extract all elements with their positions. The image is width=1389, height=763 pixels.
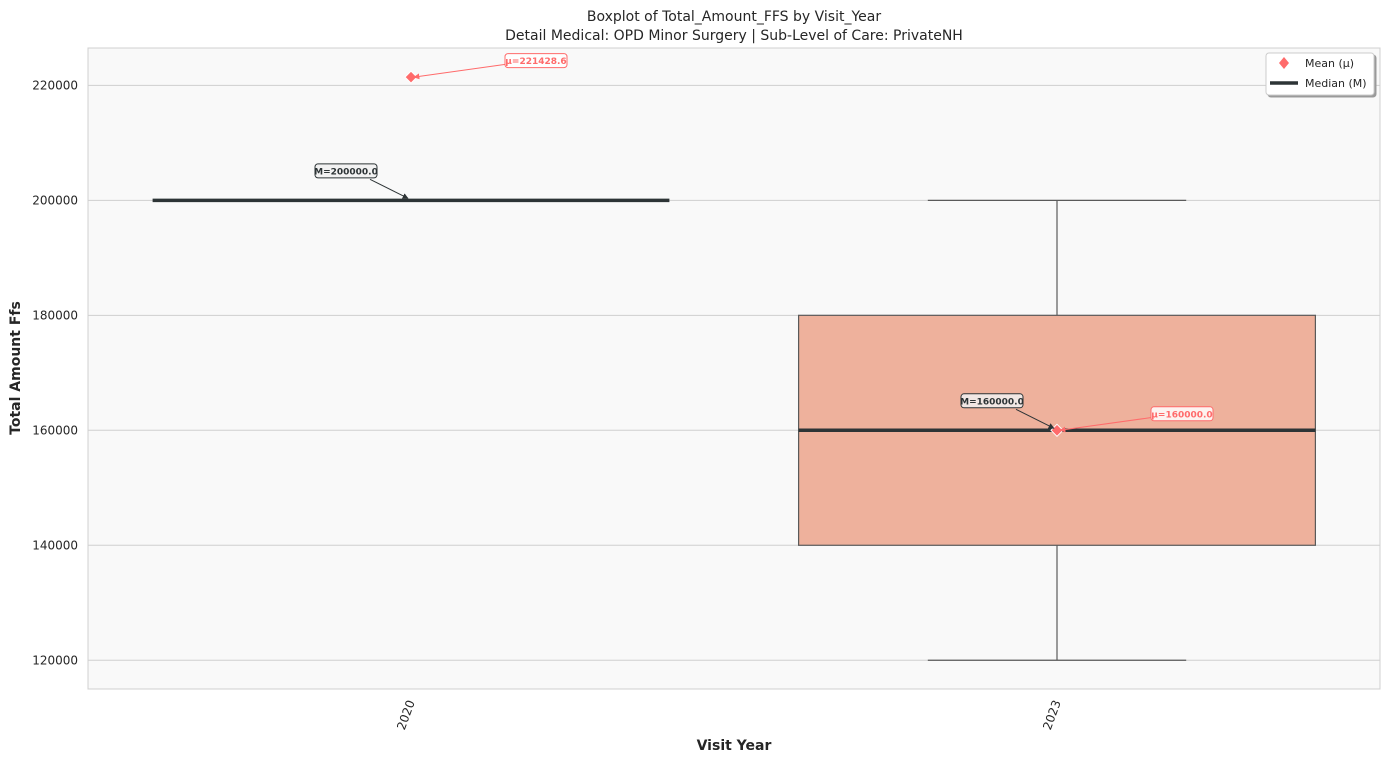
y-axis-label: Total Amount Ffs bbox=[8, 301, 24, 435]
x-tick-label: 2023 bbox=[1040, 698, 1064, 731]
plot-frame bbox=[87, 47, 1381, 690]
chart-title: Boxplot of Total_Amount_FFS by Visit_Yea… bbox=[587, 9, 881, 25]
y-tick-label: 180000 bbox=[32, 308, 78, 322]
mean-label-box bbox=[504, 53, 568, 69]
annotations: M=200000.0 μ=221428.6 M=160000.0 μ=160000.0 bbox=[314, 53, 1214, 433]
median-label-box bbox=[314, 163, 378, 179]
y-tick-labels: 120000 140000 160000 180000 200000 220000 bbox=[32, 78, 78, 667]
legend: Mean (μ) Median (M) bbox=[1265, 52, 1375, 96]
boxes bbox=[152, 70, 1316, 661]
x-axis-label: Visit Year bbox=[697, 738, 772, 754]
median-label: M=160000.0 bbox=[960, 397, 1024, 407]
legend-median-label: Median (M) bbox=[1305, 77, 1367, 90]
y-tick-label: 220000 bbox=[32, 78, 78, 92]
y-tick-label: 120000 bbox=[32, 653, 78, 667]
mean-label-box bbox=[1150, 406, 1214, 422]
median-label-box bbox=[960, 393, 1024, 409]
legend-mean-diamond bbox=[1279, 57, 1289, 69]
median-arrow bbox=[1015, 408, 1055, 429]
y-tick-label: 140000 bbox=[32, 538, 78, 552]
y-tick-label: 160000 bbox=[32, 423, 78, 437]
median-arrow bbox=[369, 178, 409, 199]
median-label: M=200000.0 bbox=[314, 167, 378, 177]
x-tick-label: 2020 bbox=[394, 698, 418, 731]
mean-label: μ=221428.6 bbox=[505, 57, 566, 67]
x-tick-labels: 2020 2023 bbox=[394, 698, 1064, 731]
box-2023 bbox=[797, 199, 1316, 661]
legend-mean-label: Mean (μ) bbox=[1305, 57, 1354, 70]
gridlines bbox=[88, 84, 1380, 661]
mean-arrow bbox=[413, 63, 508, 80]
mean-label: μ=160000.0 bbox=[1151, 410, 1212, 420]
chart-subtitle: Detail Medical: OPD Minor Surgery | Sub-… bbox=[505, 28, 963, 44]
mean-arrow bbox=[1059, 416, 1154, 433]
y-tick-label: 200000 bbox=[32, 193, 78, 207]
